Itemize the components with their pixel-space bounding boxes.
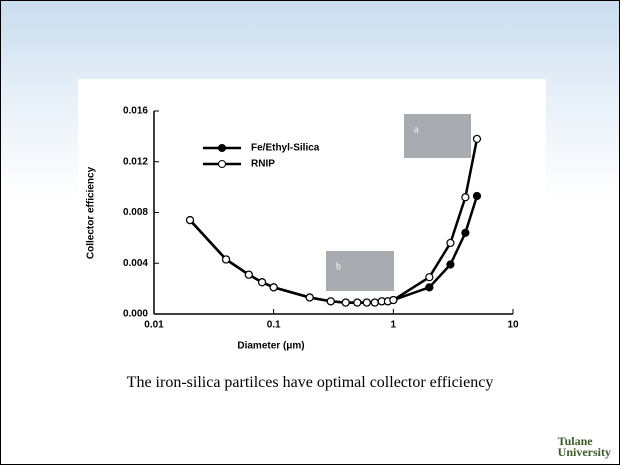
y-tick-label: 0.000 [123, 309, 148, 320]
marker [425, 283, 434, 292]
marker [341, 298, 350, 307]
inset-image [326, 251, 394, 291]
x-tick-label: 10 [507, 320, 519, 331]
y-tick-label: 0.012 [123, 156, 148, 167]
legend-label: RNIP [251, 159, 275, 170]
y-tick-label: 0.008 [123, 207, 148, 218]
marker [370, 298, 379, 307]
logo-line: University [557, 445, 611, 459]
marker [425, 273, 434, 282]
marker [244, 270, 253, 279]
marker [185, 216, 195, 225]
y-tick-label: 0.016 [123, 106, 148, 117]
marker [472, 134, 482, 144]
inset-label: a [414, 124, 419, 135]
marker [257, 278, 267, 287]
marker [269, 283, 278, 292]
x-tick-label: 1 [391, 320, 397, 331]
y-tick-label: 0.004 [123, 258, 148, 269]
marker [326, 297, 335, 306]
x-tick-label: 0.1 [267, 320, 281, 331]
x-tick-label: 0.01 [144, 320, 164, 331]
marker [353, 298, 362, 307]
inset-label: b [336, 261, 341, 272]
marker [389, 295, 398, 305]
marker [461, 193, 470, 202]
marker [362, 298, 371, 307]
marker [461, 228, 470, 237]
marker [446, 238, 455, 248]
logo: Tulane University [557, 434, 611, 459]
x-axis-title: Diameter (μm) [237, 341, 304, 352]
marker [472, 191, 482, 201]
marker [305, 293, 314, 302]
legend-marker [218, 160, 226, 168]
legend-marker [218, 144, 226, 152]
marker [446, 260, 455, 269]
legend-label: Fe/Ethyl-Silica [251, 143, 320, 154]
inset-image [404, 114, 471, 158]
y-axis-title: Collector efficiency [86, 166, 97, 259]
logo-line: Tulane [557, 434, 593, 448]
caption: The iron-silica partilces have optimal c… [126, 374, 494, 391]
marker [221, 255, 231, 264]
